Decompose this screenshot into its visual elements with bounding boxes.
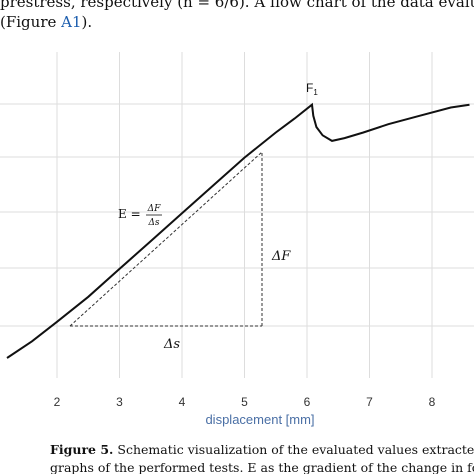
svg-text:E =: E = — [118, 207, 141, 221]
figure-a1-link[interactable]: A1 — [61, 13, 82, 31]
x-axis-title: displacement [mm] — [205, 412, 315, 427]
svg-text:ΔF: ΔF — [147, 204, 161, 214]
peak-label: F1 — [306, 81, 318, 97]
x-tick-label: 4 — [179, 395, 186, 409]
chart-grid — [0, 52, 474, 378]
caption-line-2: graphs of the performed tests. E as the … — [50, 460, 474, 474]
body-text: prestress, respectively (n = 6/6). A flo… — [0, 0, 474, 32]
delta-s-label: Δs — [163, 337, 180, 352]
x-tick-label: 5 — [241, 395, 248, 409]
svg-text:Δs: Δs — [147, 218, 159, 228]
body-text-line-1: prestress, respectively (n = 6/6). A flo… — [0, 0, 474, 11]
svg-text:F1: F1 — [306, 81, 318, 97]
delta-guides — [69, 151, 263, 327]
modulus-formula: E = ΔF Δs — [118, 204, 162, 228]
x-tick-label: 3 — [116, 395, 123, 409]
x-tick-label: 6 — [304, 395, 311, 409]
figure-caption: Figure 5. Schematic visualization of the… — [50, 441, 474, 474]
delta-f-label: ΔF — [271, 249, 291, 264]
x-tick-label: 8 — [429, 395, 436, 409]
body-text-line-2: (Figure A1). — [0, 13, 93, 31]
caption-line-1: Figure 5. Schematic visualization of the… — [50, 442, 474, 457]
x-tick-label: 2 — [54, 395, 61, 409]
figure-label: Figure 5. — [50, 442, 114, 457]
force-displacement-chart: 2 3 4 5 6 7 8 F1 E = ΔF Δs ΔF Δs — [0, 52, 474, 409]
x-tick-labels: 2 3 4 5 6 7 8 — [54, 395, 436, 409]
x-tick-label: 7 — [366, 395, 373, 409]
tangent-line — [69, 151, 263, 327]
force-curve — [6, 102, 470, 359]
